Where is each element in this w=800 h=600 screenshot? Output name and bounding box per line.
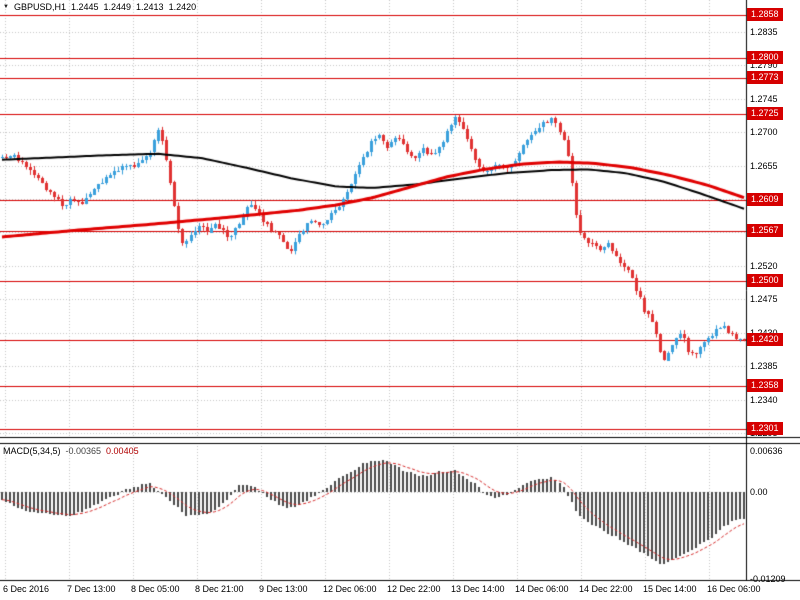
price-tick-label: 1.2790 xyxy=(750,60,778,70)
price-tick-label: 1.2655 xyxy=(750,161,778,171)
time-label: 7 Dec 13:00 xyxy=(67,584,116,594)
ohlc-low: 1.2413 xyxy=(136,2,164,12)
time-label: 12 Dec 06:00 xyxy=(323,584,377,594)
price-tick-label: 1.2520 xyxy=(750,261,778,271)
ohlc-open: 1.2445 xyxy=(70,2,99,12)
time-label: 9 Dec 13:00 xyxy=(259,584,308,594)
price-level-badge: 1.2725 xyxy=(747,107,783,120)
ohlc-high: 1.2449 xyxy=(103,2,132,12)
price-tick-label: 1.2835 xyxy=(750,27,778,37)
macd-title: MACD(5,34,5) xyxy=(3,446,61,456)
price-level-badge: 1.2800 xyxy=(747,51,783,64)
price-level-badge: 1.2773 xyxy=(747,71,783,84)
price-level-badge: 1.2301 xyxy=(747,422,783,435)
macd-axis-label: -0.01209 xyxy=(750,574,786,584)
macd-legend: MACD(5,34,5) -0.00365 0.00405 xyxy=(3,446,139,456)
symbol-marker-icon: ▼ xyxy=(3,3,9,10)
price-tick-label: 1.2745 xyxy=(750,94,778,104)
time-label: 15 Dec 14:00 xyxy=(643,584,697,594)
current-price-badge: 1.2420 xyxy=(747,333,783,346)
time-label: 12 Dec 22:00 xyxy=(387,584,441,594)
macd-main-value: -0.00365 xyxy=(65,446,102,456)
price-level-badge: 1.2500 xyxy=(747,274,783,287)
time-label: 13 Dec 14:00 xyxy=(451,584,505,594)
time-label: 14 Dec 22:00 xyxy=(579,584,633,594)
price-tick-label: 1.2385 xyxy=(750,361,778,371)
symbol-timeframe-label: GBPUSD,H1 xyxy=(13,2,66,12)
time-label: 16 Dec 06:00 xyxy=(707,584,761,594)
price-level-badge: 1.2858 xyxy=(747,8,783,21)
macd-axis-label: 0.00 xyxy=(750,487,768,497)
symbol-legend: ▼ GBPUSD,H1 1.2445 1.2449 1.2413 1.2420 xyxy=(3,2,196,12)
macd-signal-value: 0.00405 xyxy=(106,446,139,456)
price-level-badge: 1.2567 xyxy=(747,224,783,237)
time-label: 6 Dec 2016 xyxy=(3,584,50,594)
time-label: 8 Dec 21:00 xyxy=(195,584,244,594)
macd-axis-label: 0.00636 xyxy=(750,446,783,456)
price-tick-label: 1.2475 xyxy=(750,294,778,304)
price-level-badge: 1.2358 xyxy=(747,379,783,392)
price-tick-label: 1.2340 xyxy=(750,395,778,405)
time-label: 8 Dec 05:00 xyxy=(131,584,180,594)
price-level-badge: 1.2609 xyxy=(747,193,783,206)
price-tick-label: 1.2700 xyxy=(750,127,778,137)
time-label: 14 Dec 06:00 xyxy=(515,584,569,594)
ohlc-close: 1.2420 xyxy=(168,2,197,12)
